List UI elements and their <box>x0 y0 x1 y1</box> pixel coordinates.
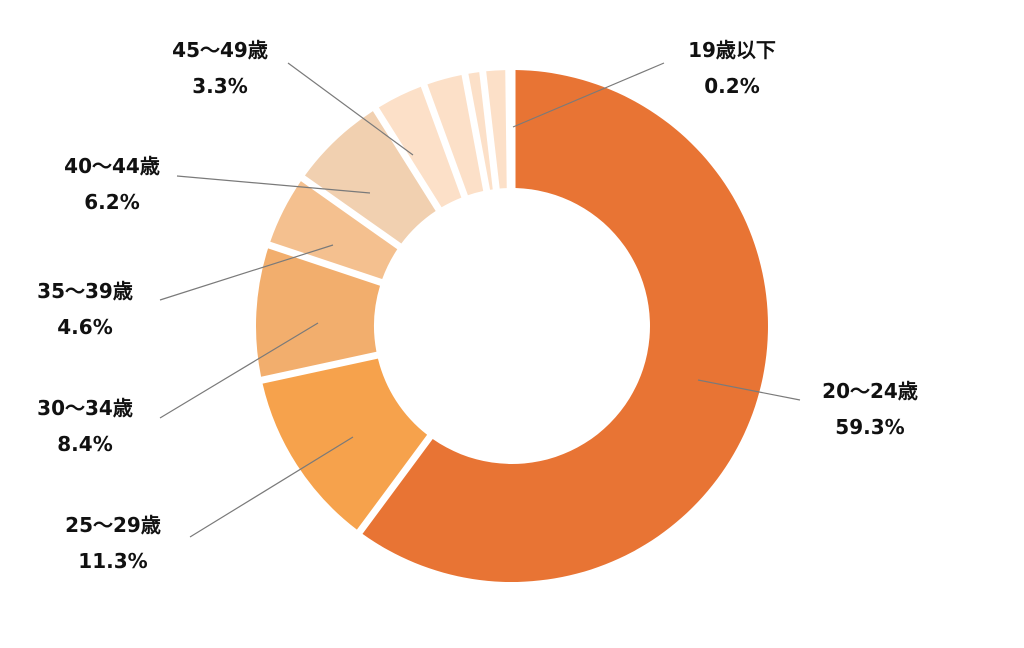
slice-label: 25～29歳 <box>65 513 161 537</box>
slice-value-label: 3.3% <box>192 74 247 98</box>
leader-line-35～39歳 <box>159 244 334 301</box>
slice-value-label: 4.6% <box>57 315 112 339</box>
slice-value-label: 6.2% <box>84 190 139 214</box>
slice-value-label: 59.3% <box>835 415 904 439</box>
slice-value-label: 11.3% <box>78 549 147 573</box>
slice-value-label: 8.4% <box>57 432 112 456</box>
leader-line-30～34歳 <box>159 322 319 419</box>
leader-line-45～49歳 <box>287 62 414 156</box>
chart-leader-lines <box>159 62 801 538</box>
donut-slice-40～44歳 <box>304 111 436 244</box>
slice-label: 20～24歳 <box>822 379 918 403</box>
donut-slice-20～24歳 <box>362 70 768 582</box>
leader-line-40～44歳 <box>176 175 371 194</box>
slice-label: 30～34歳 <box>37 396 133 420</box>
slice-label: 35～39歳 <box>37 279 133 303</box>
slice-label: 19歳以下 <box>688 38 776 62</box>
donut-slice-30～34歳 <box>255 248 381 377</box>
donut-slice-unlabeled-6 <box>427 75 484 196</box>
chart-labels: 20～24歳 59.3% 25～29歳 11.3% 30～34歳 8.4% 35～39歳 4.… <box>37 38 918 573</box>
leader-line-25～29歳 <box>189 436 354 538</box>
donut-slice-19歳以下 <box>510 70 512 188</box>
slice-label: 40～44歳 <box>64 154 160 178</box>
donut-slice-45～49歳 <box>378 86 462 208</box>
leader-line-20～24歳 <box>697 379 801 401</box>
donut-slice-unlabeled-7 <box>468 72 493 190</box>
donut-slice-35～39歳 <box>270 181 398 280</box>
slice-value-label: 0.2% <box>704 74 759 98</box>
donut-slice-25～29歳 <box>262 358 428 530</box>
leader-line-19歳以下 <box>512 62 665 128</box>
chart-slices <box>255 70 768 582</box>
donut-slice-unlabeled-8 <box>486 70 507 189</box>
slice-label: 45～49歳 <box>172 38 268 62</box>
